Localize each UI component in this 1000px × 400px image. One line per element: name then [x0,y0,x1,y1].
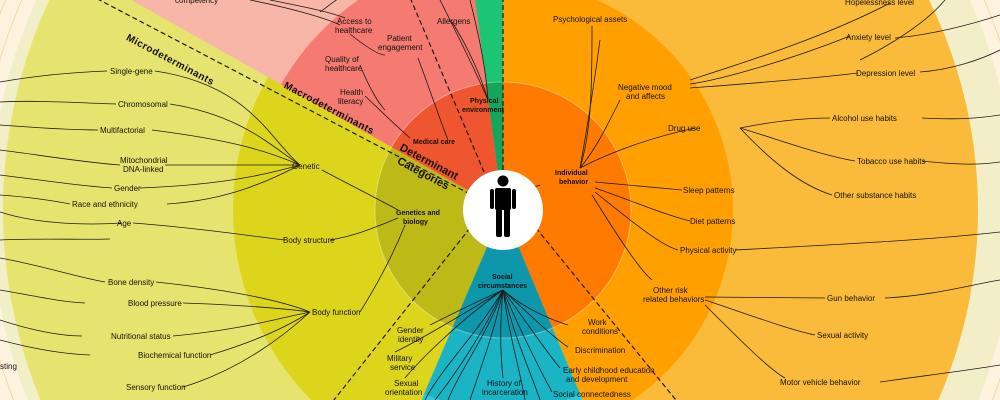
category-behavior-label: Individual [555,170,588,177]
label-age: Age [117,219,132,228]
label-access-to: Access to [337,17,372,26]
category-social-label-2: circumstances [478,283,527,290]
person-icon [490,175,516,237]
label-early-childhood: Early childhood education [563,366,655,375]
label-depression-level: Depression level [856,69,915,78]
label-single-gene: Single-gene [110,67,153,76]
label-sexual: Sexual [394,379,419,388]
label-competency: competency [175,0,218,5]
label-service: service [390,363,416,372]
label-tobacco-use-habits: Tobacco use habits [857,157,926,166]
label-sting: sting [0,362,17,371]
label-other-substance-habits: Other substance habits [834,191,916,200]
category-genetics-label: Genetics and [396,210,440,217]
category-medical-label: Medical care [413,139,455,146]
label-social-connectedness: Social connectedness [553,390,631,399]
label-bone-density: Bone density [108,278,154,287]
behavior-sector [503,0,978,400]
label-conditions: conditions [582,327,618,336]
label-race-ethnicity: Race and ethnicity [72,200,138,209]
label-health: Health [340,88,363,97]
label-sexual-activity: Sexual activity [817,331,868,340]
label-patient: Patient [387,34,413,43]
label-negative-mood: Negative mood [618,83,672,92]
label-military: Military [387,354,412,363]
label-motor-vehicle-behavior: Motor vehicle behavior [780,378,861,387]
label-blood-pressure: Blood pressure [128,299,182,308]
label-dna-linked: DNA-linked [123,165,163,174]
label-engagement: engagement [378,43,423,52]
label-diet-patterns: Diet patterns [690,217,735,226]
label-other-risk: Other risk [653,286,689,295]
label-healthcare: healthcare [335,26,373,35]
label-discrimination: Discrimination [575,346,625,355]
label-chromosomal: Chromosomal [118,100,168,109]
label-anxiety-level: Anxiety level [846,33,891,42]
center-person [463,170,543,250]
label-history-of: History of [487,379,522,388]
label-genetic: Genetic [292,162,320,171]
category-social-label: Social [492,274,513,281]
category-behavior-label-2: behavior [559,179,588,186]
label-body-structure: Body structure [283,236,335,245]
category-environment-label: Physical [470,98,498,105]
label-identity: identity [398,335,423,344]
label-healthcare-2: healthcare [325,64,363,73]
label-nutritional-status: Nutritional status [111,332,171,341]
label-drug-use: Drug use [668,124,701,133]
label-incarceration: incarceration [482,388,528,397]
category-environment-label-2: environment [462,107,505,114]
label-biochemical-function: Biochemical function [138,351,211,360]
label-gender-identity: Gender [397,326,424,335]
label-and-development: and development [566,375,628,384]
label-related-behaviors: related behaviors [643,295,704,304]
sector-dividers [98,0,677,400]
label-psychological-assets: Psychological assets [553,15,627,24]
label-quality-of: Quality of [325,55,360,64]
label-sleep-patterns: Sleep patterns [683,186,735,195]
label-body-function: Body function [312,308,360,317]
label-gender: Gender [114,184,141,193]
label-orientation: orientation [385,388,422,397]
label-mitochondrial: Mitochondrial [120,156,168,165]
label-allergens: Allergens [437,17,470,26]
label-sensory-function: Sensory function [126,383,186,392]
label-physical-activity: Physical activity [680,246,736,255]
label-hopelessness-level: Hopelessness level [845,0,914,7]
label-multifactorial: Multifactorial [100,126,145,135]
label-and-affects: and affects [626,92,665,101]
label-gun-behavior: Gun behavior [827,294,875,303]
label-literacy: literacy [338,97,363,106]
label-work: Work [588,318,608,327]
label-alcohol-use-habits: Alcohol use habits [832,114,897,123]
category-genetics-label-2: biology [403,219,428,226]
